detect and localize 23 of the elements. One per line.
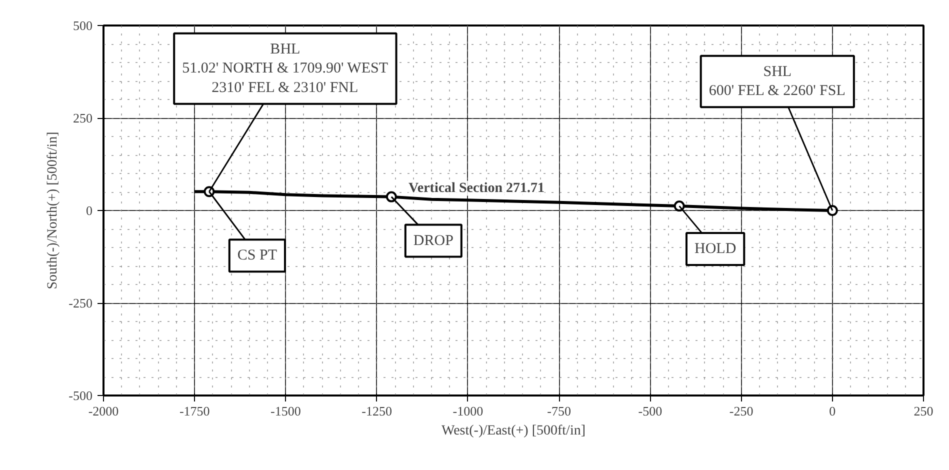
x-tick-label: 250 <box>914 404 934 418</box>
x-tick-label: -1250 <box>362 404 392 418</box>
x-tick-label: -250 <box>729 404 754 418</box>
x-tick-label: -1750 <box>179 404 210 418</box>
y-tick-label: 500 <box>73 18 92 33</box>
annotation: Vertical Section 271.71 <box>408 180 545 196</box>
y-axis-title: South(-)/North(+) [500ft/in] <box>46 132 61 290</box>
y-tick-label: -500 <box>68 388 93 403</box>
annotation: CS PT <box>237 248 277 264</box>
y-tick-label: 0 <box>86 203 92 218</box>
x-tick-label: -1500 <box>270 404 301 418</box>
y-tick-label: -250 <box>68 296 93 310</box>
x-tick-label: 0 <box>829 404 836 418</box>
x-tick-label: -500 <box>638 404 662 418</box>
y-tick-label: 250 <box>73 110 92 126</box>
x-axis-title: West(-)/East(+) [500ft/in] <box>442 424 586 438</box>
annotation: BHL 51.02' NORTH & 1709.90' WEST 2310' FEL & 2310' FNL <box>182 41 388 96</box>
x-tick-label: -2000 <box>88 404 119 418</box>
annotation: HOLD <box>694 241 736 258</box>
x-tick-label: -750 <box>547 404 571 418</box>
annotation: DROP <box>413 232 454 249</box>
annotation: SHL 600' FEL & 2260' FSL <box>708 64 846 100</box>
x-tick-label: -1000 <box>452 404 484 418</box>
